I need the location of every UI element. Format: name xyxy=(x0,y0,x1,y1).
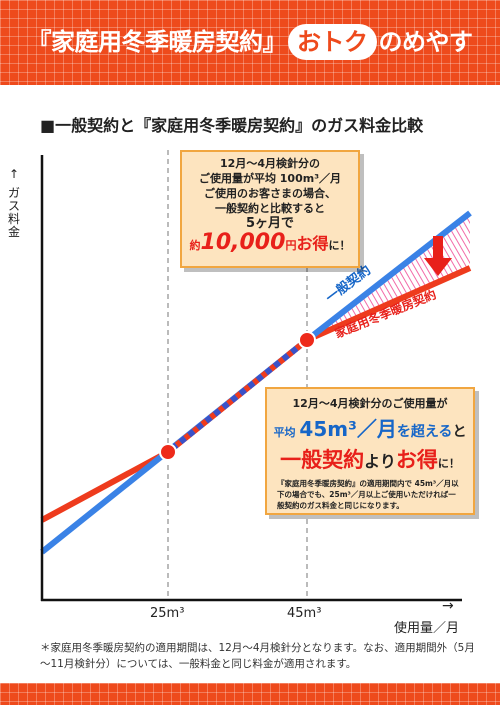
tick-25: 25m³ xyxy=(150,606,185,621)
callout2-line1: 12月～4月検針分のご使用量が xyxy=(292,397,448,410)
savings-callout: 12月～4月検針分の ご使用量が平均 100m³／月 ご使用のお客さまの場合、 … xyxy=(180,150,360,268)
down-arrow-icon xyxy=(424,236,452,276)
callout1-suffix: お得 xyxy=(296,234,329,253)
callout2-amount: 45m³／月 xyxy=(299,417,397,441)
callout1-line3: ご使用のお客さまの場合、 xyxy=(204,187,336,200)
tick-45: 45m³ xyxy=(287,606,322,621)
header-title-part1: 『家庭用冬季暖房契約』 xyxy=(27,28,287,56)
callout1-prefix: 約 xyxy=(189,239,201,252)
callout1-end: に！ xyxy=(328,239,351,252)
x-axis-arrow-icon: → xyxy=(442,598,454,614)
header-title-part2: のめやす xyxy=(378,28,474,56)
callout1-line5: 5ヶ月で xyxy=(245,216,295,231)
point-25 xyxy=(159,443,177,461)
callout2-over: を超える xyxy=(396,424,453,440)
header-title: 『家庭用冬季暖房契約』 おトク のめやす xyxy=(0,22,500,60)
x-axis-label: 使用量／月 xyxy=(394,621,460,636)
callout1-unit: 円 xyxy=(285,239,297,252)
callout2-big-row: 一般契約よりお得に！ xyxy=(267,444,473,474)
callout2-amount-row: 平均 45m³／月を超えると xyxy=(267,413,473,442)
footer-banner xyxy=(0,683,500,705)
callout2-otoku: お得 xyxy=(395,448,438,472)
callout1-line4: 一般契約と比較すると xyxy=(215,202,325,215)
footnote: ＊家庭用冬季暖房契約の適用期間は、12月～4月検針分となります。なお、適用期間外… xyxy=(40,642,475,670)
callout2-yori: より xyxy=(364,452,396,471)
y-axis-label: ↑ ガス料金 xyxy=(6,168,22,239)
point-45 xyxy=(298,331,316,349)
overlap-dashed-line-blue xyxy=(166,337,309,455)
callout1-amount: 10,000 xyxy=(200,230,286,255)
otoku-badge: おトク xyxy=(288,24,377,60)
callout1-line1: 12月～4月検針分の xyxy=(220,157,320,170)
threshold-callout: 12月～4月検針分のご使用量が 平均 45m³／月を超えると 一般契約よりお得に… xyxy=(265,387,475,515)
section-title: ■一般契約と『家庭用冬季暖房契約』のガス料金比較 xyxy=(40,116,424,135)
callout2-general: 一般契約 xyxy=(280,448,365,472)
callout2-end: に！ xyxy=(437,457,460,470)
callout1-line2: ご使用量が平均 100m³／月 xyxy=(198,172,342,185)
callout2-to: と xyxy=(452,424,467,440)
callout2-note: 『家庭用冬季暖房契約』の適用期間内で 45m³／月以下の場合でも、25m³／月以… xyxy=(277,479,459,510)
y-axis-title: ガス料金 xyxy=(7,186,20,239)
callout1-amount-row: 約10,000円お得に！ xyxy=(182,231,358,258)
callout2-avg: 平均 xyxy=(273,426,296,439)
y-axis-arrow-icon: ↑ xyxy=(8,167,20,181)
header-banner: 『家庭用冬季暖房契約』 おトク のめやす xyxy=(0,0,500,85)
